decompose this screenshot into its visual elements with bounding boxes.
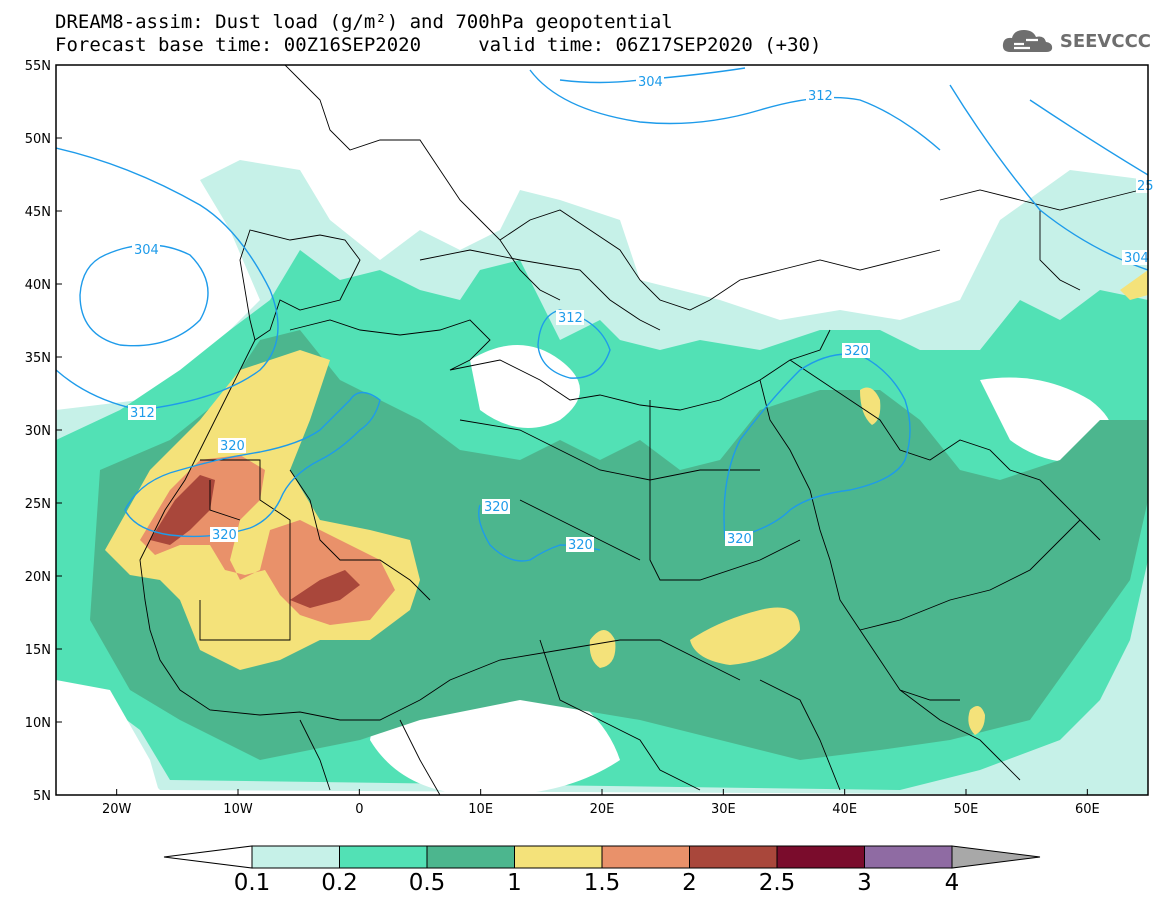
contour-label: 312 xyxy=(808,89,833,104)
colorbar-label: 2 xyxy=(682,870,697,896)
contour-labels: 304 312 304 312 312 320 320 320 320 320 … xyxy=(128,74,1154,553)
map-axes: 55N 50N 45N 40N 35N 30N 25N 20N 15N 10N 5N 20W 10W 0 1… xyxy=(25,59,1100,817)
map-title-line1: DREAM8-assim: Dust load (g/m²) and 700hP… xyxy=(55,11,673,33)
contour-label: 304 xyxy=(638,75,663,90)
colorbar-swatch xyxy=(864,845,953,869)
colorbar-swatch xyxy=(251,845,340,869)
lon-label: 20E xyxy=(590,802,615,817)
lat-label: 45N xyxy=(25,205,51,220)
lon-label: 10W xyxy=(223,802,253,817)
contour-label: 25 xyxy=(1137,179,1154,194)
lat-label: 50N xyxy=(25,132,51,147)
colorbar-label: 1.5 xyxy=(583,870,621,896)
colorbar-label: 4 xyxy=(944,870,960,896)
logo-text: SEEVCCC xyxy=(1059,30,1151,52)
contour-label: 320 xyxy=(484,500,509,515)
lat-label: 5N xyxy=(33,789,51,804)
lon-label: 50E xyxy=(954,802,979,817)
seevccc-logo: SEEVCCC xyxy=(1000,26,1151,56)
lon-label: 20W xyxy=(102,802,132,817)
lon-label: 10E xyxy=(468,802,493,817)
lat-label: 25N xyxy=(25,497,51,512)
colorbar-swatch xyxy=(601,845,690,869)
colorbar-label: 1 xyxy=(507,870,522,896)
contour-label: 320 xyxy=(568,538,593,553)
dust-level-1-chad xyxy=(589,630,616,668)
colorbar-swatch xyxy=(514,845,603,869)
lon-label: 30E xyxy=(711,802,736,817)
colorbar-swatch xyxy=(339,845,428,869)
cloud-icon xyxy=(1002,30,1052,52)
colorbar-label: 0.2 xyxy=(321,870,358,896)
contour-label: 304 xyxy=(134,243,159,258)
dust-fields xyxy=(56,65,1148,795)
contour-label: 320 xyxy=(212,528,237,543)
lat-label: 20N xyxy=(25,570,51,585)
colorbar xyxy=(163,845,1041,869)
colorbar-swatch xyxy=(689,845,778,869)
dust-level-2-niger xyxy=(290,570,360,608)
dust-level-1-iraq xyxy=(860,387,881,425)
contour-label: 320 xyxy=(727,532,752,547)
lat-label: 35N xyxy=(25,351,51,366)
dust-level-1-sudan xyxy=(690,607,800,665)
contour-label: 304 xyxy=(1124,251,1149,266)
colorbar-label: 0.5 xyxy=(408,870,446,896)
colorbar-label: 2.5 xyxy=(758,870,796,896)
colorbar-label: 3 xyxy=(857,870,872,896)
map-title-line2: Forecast base time: 00Z16SEP2020 valid t… xyxy=(55,34,822,56)
lon-label: 40E xyxy=(832,802,857,817)
lat-label: 40N xyxy=(25,278,51,293)
colorbar-swatch xyxy=(776,845,865,869)
colorbar-label: 0.1 xyxy=(233,870,271,896)
lat-label: 15N xyxy=(25,643,51,658)
contour-label: 312 xyxy=(558,311,583,326)
lat-label: 10N xyxy=(25,716,51,731)
lat-label: 55N xyxy=(25,59,51,74)
dust-level-1-caspian xyxy=(1120,270,1148,300)
lon-label: 60E xyxy=(1075,802,1100,817)
colorbar-over-arrow xyxy=(951,845,1041,869)
dust-gap-atlantic xyxy=(56,680,160,795)
dust-level-1-arabia xyxy=(968,706,985,735)
colorbar-under-arrow xyxy=(163,845,253,869)
lon-label: 0 xyxy=(355,802,363,817)
coastlines xyxy=(139,65,1141,795)
contour-label: 320 xyxy=(844,344,869,359)
dust-level-2 xyxy=(150,475,215,545)
dust-gap-sahara-north xyxy=(470,345,580,428)
lat-label: 30N xyxy=(25,424,51,439)
contour-label: 320 xyxy=(220,439,245,454)
contour-label: 312 xyxy=(130,406,155,421)
colorbar-swatch xyxy=(426,845,515,869)
dust-level-0.5 xyxy=(90,330,1148,760)
